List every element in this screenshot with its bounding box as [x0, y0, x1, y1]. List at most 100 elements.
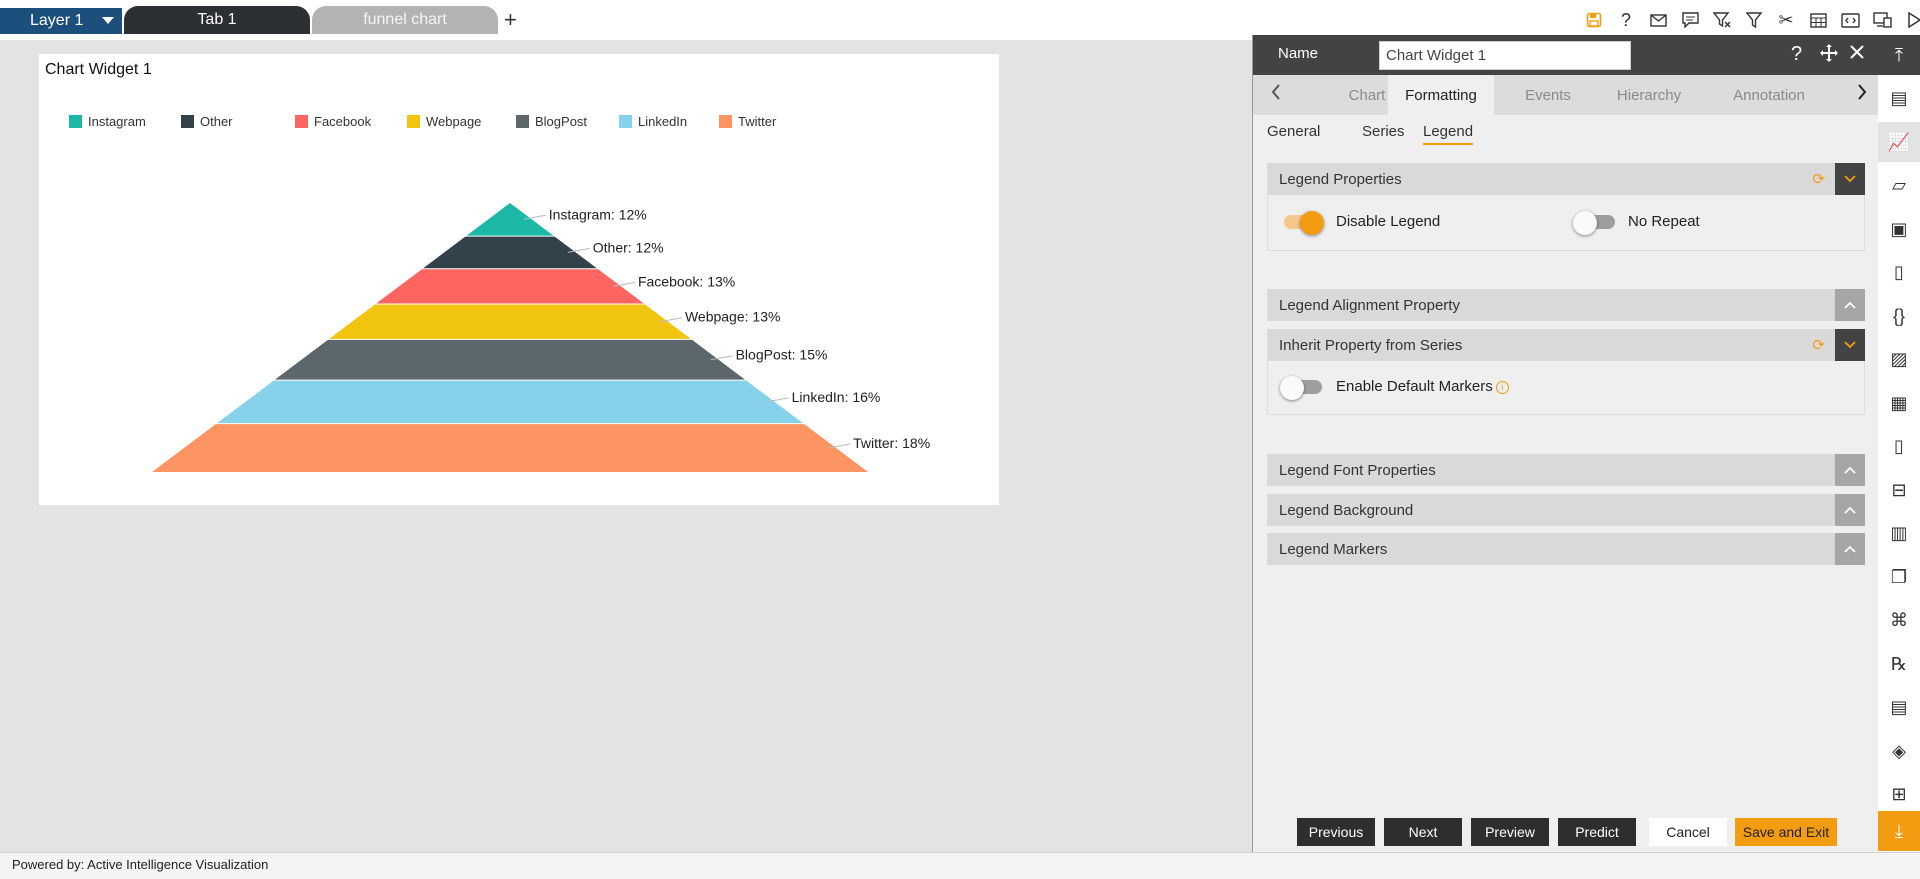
- chevron-up-icon[interactable]: [1835, 454, 1865, 486]
- tab-formatting[interactable]: Formatting: [1388, 75, 1494, 115]
- section-title: Legend Properties: [1279, 170, 1402, 188]
- datagrid-icon[interactable]: ▦: [1890, 392, 1908, 413]
- cancel-button[interactable]: Cancel: [1649, 818, 1727, 846]
- components-icon[interactable]: ⊞: [1891, 784, 1907, 804]
- data-label-connector: [659, 317, 683, 323]
- chevron-up-icon[interactable]: [1835, 289, 1865, 321]
- close-icon[interactable]: [1849, 43, 1865, 66]
- chart-widget[interactable]: Chart Widget 1 Instagram Other Facebook Web…: [39, 54, 999, 505]
- tools-icon[interactable]: ✂: [1778, 9, 1794, 30]
- section-legend-markers[interactable]: Legend Markers: [1267, 533, 1865, 565]
- document-icon[interactable]: ▯: [1894, 262, 1904, 282]
- filter-icon[interactable]: [1738, 9, 1770, 31]
- next-button[interactable]: Next: [1384, 818, 1462, 846]
- info-icon[interactable]: i: [1495, 380, 1509, 394]
- save-and-exit-button[interactable]: Save and Exit: [1735, 818, 1837, 846]
- chevron-down-icon[interactable]: [1835, 163, 1865, 195]
- disable-legend-toggle[interactable]: [1280, 211, 1324, 235]
- add-tab-button[interactable]: +: [504, 7, 517, 32]
- chevron-right-icon[interactable]: [1857, 83, 1867, 107]
- enable-default-markers-toggle[interactable]: [1280, 376, 1324, 400]
- legend-swatch: [295, 115, 308, 128]
- legend-item-webpage[interactable]: Webpage: [407, 114, 481, 129]
- pyramid-segment-instagram[interactable]: [466, 203, 554, 236]
- chevron-down-icon[interactable]: [102, 17, 114, 24]
- legend-item-other[interactable]: Other: [181, 114, 233, 129]
- refresh-icon[interactable]: ⟳: [1812, 337, 1825, 354]
- dashboard-canvas[interactable]: Chart Widget 1 Instagram Other Facebook Web…: [0, 40, 1252, 852]
- legend-label: Other: [200, 114, 233, 129]
- tab-chart[interactable]: Chart: [1348, 86, 1386, 104]
- mail-icon[interactable]: [1642, 9, 1674, 31]
- section-title: Legend Background: [1279, 501, 1414, 519]
- chevron-up-icon[interactable]: [1835, 494, 1865, 526]
- clear-filter-icon[interactable]: [1706, 9, 1738, 31]
- help-icon[interactable]: ?: [1791, 43, 1803, 65]
- subtab-series[interactable]: Series: [1362, 123, 1405, 140]
- pyramid-segment-linkedin[interactable]: [217, 380, 803, 424]
- pyramid-segment-webpage[interactable]: [329, 304, 691, 339]
- subtab-legend[interactable]: Legend: [1423, 123, 1474, 145]
- bar-chart-icon[interactable]: ▥: [1890, 523, 1908, 543]
- chevron-up-icon[interactable]: [1835, 533, 1865, 565]
- subtab-general[interactable]: General: [1267, 123, 1321, 140]
- image-icon[interactable]: ▨: [1890, 349, 1908, 369]
- predict-button[interactable]: Predict: [1558, 818, 1636, 846]
- chevron-down-icon[interactable]: [1835, 329, 1865, 361]
- tab-funnel-chart[interactable]: funnel chart: [312, 6, 498, 34]
- map-icon[interactable]: ▱: [1892, 175, 1906, 195]
- chevron-left-icon[interactable]: [1271, 83, 1281, 107]
- legend-item-blogpost[interactable]: BlogPost: [516, 114, 587, 129]
- section-legend-font[interactable]: Legend Font Properties: [1267, 454, 1865, 486]
- preview-button[interactable]: Preview: [1471, 818, 1549, 846]
- pyramid-segment-facebook[interactable]: [376, 269, 644, 304]
- layers-icon[interactable]: ◈: [1892, 740, 1906, 761]
- pyramid-segment-twitter[interactable]: [152, 424, 868, 472]
- pyramid-segment-other[interactable]: [423, 236, 597, 269]
- disable-legend-label: Disable Legend: [1336, 213, 1441, 230]
- tab-events[interactable]: Events: [1525, 86, 1571, 104]
- braces-icon[interactable]: {}: [1892, 305, 1906, 326]
- file-icon[interactable]: ▯: [1894, 436, 1904, 456]
- pyramid-segment-blogpost[interactable]: [274, 339, 746, 380]
- copy-icon[interactable]: ❐: [1890, 566, 1908, 587]
- legend-item-twitter[interactable]: Twitter: [719, 114, 776, 129]
- tab-tab-1[interactable]: Tab 1: [124, 6, 310, 34]
- panel-tabs: Chart Formatting Events Hierarchy Annota…: [1253, 75, 1879, 115]
- widget-name-input[interactable]: [1379, 41, 1631, 70]
- refresh-icon[interactable]: ⟳: [1812, 171, 1825, 188]
- save-icon[interactable]: [1578, 9, 1610, 31]
- no-repeat-toggle[interactable]: [1573, 211, 1617, 235]
- layer-selector[interactable]: Layer 1: [0, 8, 122, 34]
- chart-icon[interactable]: 📈: [1878, 122, 1920, 162]
- rx-icon[interactable]: ℞: [1890, 653, 1908, 674]
- cluster-icon[interactable]: ⌘: [1890, 610, 1908, 630]
- legend-item-instagram[interactable]: Instagram: [69, 114, 146, 129]
- notes-icon[interactable]: ▤: [1890, 697, 1908, 717]
- tab-annotation[interactable]: Annotation: [1733, 86, 1805, 104]
- collapse-up-icon[interactable]: ⤒: [1878, 35, 1920, 75]
- section-inherit-property[interactable]: Inherit Property from Series ⟳: [1267, 329, 1865, 361]
- move-icon[interactable]: [1819, 43, 1839, 69]
- hierarchy-icon[interactable]: ⊟: [1891, 479, 1907, 500]
- data-label-connector: [828, 443, 851, 449]
- list-widget-icon[interactable]: ▤: [1890, 88, 1908, 108]
- comment-icon[interactable]: [1674, 9, 1706, 31]
- legend-label: Webpage: [426, 114, 482, 129]
- legend-item-facebook[interactable]: Facebook: [295, 114, 371, 129]
- report-icon[interactable]: ▣: [1890, 218, 1908, 239]
- devices-icon[interactable]: [1866, 9, 1898, 31]
- section-legend-alignment[interactable]: Legend Alignment Property: [1267, 289, 1865, 321]
- tab-hierarchy[interactable]: Hierarchy: [1616, 86, 1682, 104]
- section-legend-background[interactable]: Legend Background: [1267, 494, 1865, 526]
- download-icon[interactable]: ⤓: [1878, 811, 1920, 851]
- section-legend-properties[interactable]: Legend Properties ⟳: [1267, 163, 1865, 195]
- data-label-connector: [567, 247, 590, 253]
- legend-item-linkedin[interactable]: LinkedIn: [619, 114, 687, 129]
- data-label-connector: [523, 214, 546, 220]
- previous-button[interactable]: Previous: [1297, 818, 1375, 846]
- embed-icon[interactable]: [1834, 9, 1866, 31]
- help-icon[interactable]: ?: [1620, 9, 1631, 30]
- play-icon[interactable]: [1898, 9, 1920, 31]
- table-icon[interactable]: [1802, 9, 1834, 31]
